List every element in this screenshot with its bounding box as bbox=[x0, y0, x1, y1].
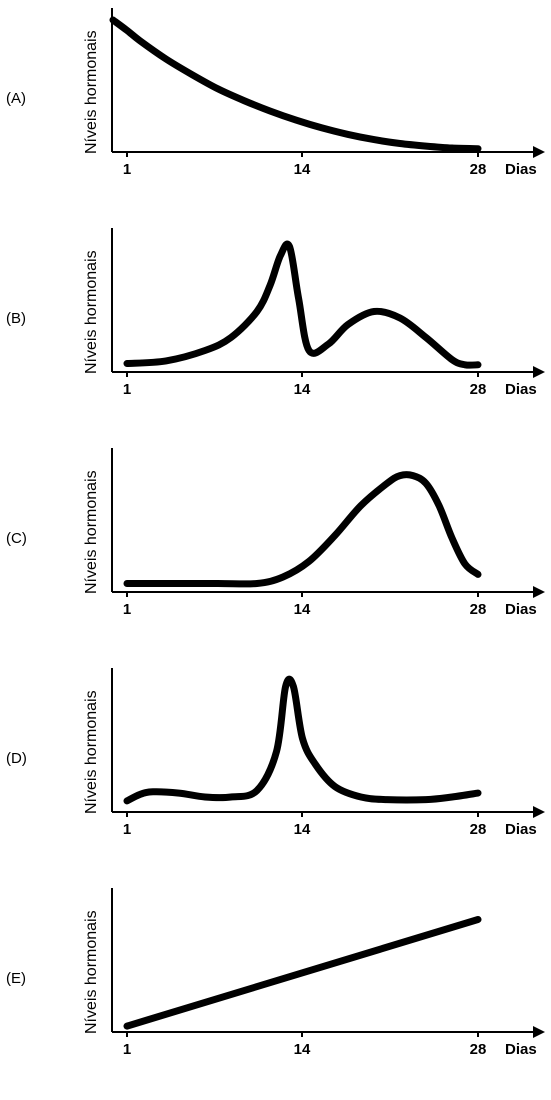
chart-panel: (D) Níveis hormonais 1 14 28 Dias bbox=[0, 660, 551, 880]
x-tick-label: 1 bbox=[123, 161, 131, 178]
x-axis-arrow-icon bbox=[533, 586, 545, 598]
x-axis-label: Dias bbox=[505, 601, 537, 618]
chart-svg: Níveis hormonais 1 14 28 Dias bbox=[83, 228, 545, 398]
x-tick-label: 14 bbox=[294, 161, 311, 178]
hormone-curve bbox=[123, 675, 482, 805]
chart-panel: (E) Níveis hormonais 1 14 28 Dias bbox=[0, 880, 551, 1100]
x-axis-label: Dias bbox=[505, 1041, 537, 1058]
x-axis-arrow-icon bbox=[533, 1026, 545, 1038]
chart-svg: Níveis hormonais 1 14 28 Dias bbox=[83, 448, 545, 618]
chart-panel: (B) Níveis hormonais 1 14 28 Dias bbox=[0, 220, 551, 440]
x-tick-label: 1 bbox=[123, 1041, 131, 1058]
hormone-curve bbox=[109, 16, 482, 153]
x-tick-label: 14 bbox=[294, 1041, 311, 1058]
hormone-curve bbox=[123, 916, 482, 1030]
x-tick-label: 28 bbox=[470, 161, 487, 178]
x-tick-label: 28 bbox=[470, 381, 487, 398]
y-axis-label: Níveis hormonais bbox=[83, 690, 100, 814]
x-tick-label: 1 bbox=[123, 821, 131, 838]
y-axis-label: Níveis hormonais bbox=[83, 470, 100, 594]
y-axis-label: Níveis hormonais bbox=[83, 910, 100, 1034]
option-label: (C) bbox=[6, 530, 27, 547]
chart-panel: (C) Níveis hormonais 1 14 28 Dias bbox=[0, 440, 551, 660]
x-tick-label: 28 bbox=[470, 601, 487, 618]
x-tick-label: 1 bbox=[123, 601, 131, 618]
hormone-curve bbox=[123, 240, 482, 369]
option-label: (E) bbox=[6, 970, 26, 987]
option-label: (A) bbox=[6, 90, 26, 107]
chart-svg: Níveis hormonais 1 14 28 Dias bbox=[83, 8, 545, 178]
x-tick-label: 1 bbox=[123, 381, 131, 398]
y-axis-label: Níveis hormonais bbox=[83, 250, 100, 374]
x-tick-label: 14 bbox=[294, 381, 311, 398]
option-label: (B) bbox=[6, 310, 26, 327]
x-axis-label: Dias bbox=[505, 381, 537, 398]
x-tick-label: 28 bbox=[470, 1041, 487, 1058]
x-tick-label: 28 bbox=[470, 821, 487, 838]
chart-svg: Níveis hormonais 1 14 28 Dias bbox=[83, 668, 545, 838]
x-tick-label: 14 bbox=[294, 601, 311, 618]
x-axis-arrow-icon bbox=[533, 146, 545, 158]
option-label: (D) bbox=[6, 750, 27, 767]
x-axis-label: Dias bbox=[505, 821, 537, 838]
x-axis-label: Dias bbox=[505, 161, 537, 178]
x-axis-arrow-icon bbox=[533, 806, 545, 818]
hormone-curve bbox=[123, 471, 482, 588]
chart-svg: Níveis hormonais 1 14 28 Dias bbox=[83, 888, 545, 1058]
chart-panel: (A) Níveis hormonais 1 14 28 Dias bbox=[0, 0, 551, 220]
y-axis-label: Níveis hormonais bbox=[83, 30, 100, 154]
x-tick-label: 14 bbox=[294, 821, 311, 838]
x-axis-arrow-icon bbox=[533, 366, 545, 378]
